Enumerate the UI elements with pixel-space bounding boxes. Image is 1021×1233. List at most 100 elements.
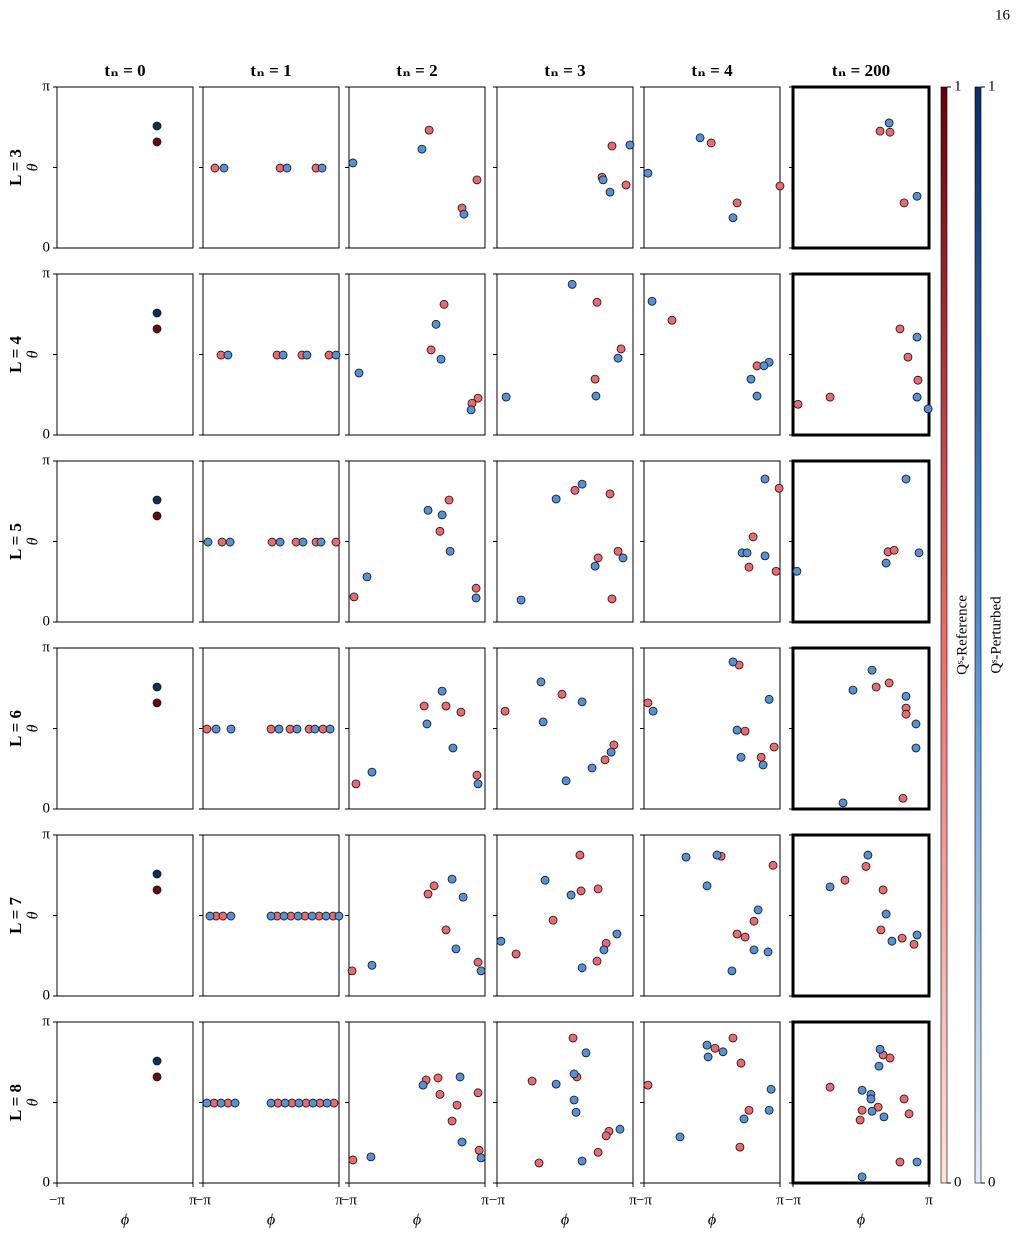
y-tick-label: 0 bbox=[43, 426, 51, 442]
y-tick-label: π bbox=[42, 639, 50, 655]
reference-point bbox=[775, 181, 785, 191]
reference-point bbox=[793, 399, 803, 409]
y-tick-label: π bbox=[42, 1013, 50, 1029]
perturbed-point bbox=[308, 1098, 318, 1108]
perturbed-point bbox=[569, 1069, 579, 1079]
perturbed-point bbox=[423, 505, 433, 515]
reference-point bbox=[732, 929, 742, 939]
reference-point bbox=[744, 562, 754, 572]
perturbed-point bbox=[764, 1105, 774, 1115]
x-tick-label: π bbox=[629, 1192, 637, 1208]
perturbed-point bbox=[577, 479, 587, 489]
perturbed-point bbox=[599, 945, 609, 955]
reference-point bbox=[218, 911, 228, 921]
reference-point bbox=[500, 706, 510, 716]
reference-point bbox=[527, 1076, 537, 1086]
x-tick-label: −π bbox=[636, 1192, 652, 1208]
reference-point bbox=[909, 939, 919, 949]
perturbed-point bbox=[348, 158, 358, 168]
colorbar bbox=[974, 86, 982, 1184]
perturbed-point bbox=[863, 850, 873, 860]
reference-point bbox=[897, 933, 907, 943]
perturbed-point bbox=[362, 572, 372, 582]
perturbed-point bbox=[912, 930, 922, 940]
reference-point bbox=[511, 949, 521, 959]
perturbed-point bbox=[643, 168, 653, 178]
colorbar bbox=[940, 86, 948, 1184]
perturbed-point bbox=[567, 279, 577, 289]
perturbed-point bbox=[618, 553, 628, 563]
panel-frame bbox=[348, 834, 486, 997]
reference-point bbox=[266, 724, 276, 734]
perturbed-point bbox=[703, 1052, 713, 1062]
reference-point bbox=[473, 957, 483, 967]
reference-point bbox=[904, 1109, 914, 1119]
perturbed-point bbox=[912, 332, 922, 342]
x-tick-label: −π bbox=[49, 1192, 65, 1208]
row-label: L = 8 bbox=[6, 1084, 25, 1121]
perturbed-point bbox=[561, 776, 571, 786]
perturbed-point bbox=[216, 1098, 226, 1108]
reference-point bbox=[857, 1105, 867, 1115]
perturbed-point bbox=[225, 537, 235, 547]
reference-point bbox=[873, 1102, 883, 1112]
reference-point bbox=[875, 126, 885, 136]
reference-point bbox=[607, 141, 617, 151]
perturbed-point bbox=[538, 717, 548, 727]
y-tick-label: 0 bbox=[43, 1174, 51, 1190]
reference-point bbox=[593, 1147, 603, 1157]
reference-point bbox=[435, 1089, 445, 1099]
perturbed-point bbox=[848, 685, 858, 695]
reference-point bbox=[616, 344, 626, 354]
panel-frame bbox=[791, 646, 931, 811]
perturbed-point bbox=[766, 1084, 776, 1094]
reference-point bbox=[825, 392, 835, 402]
perturbed-point bbox=[298, 537, 308, 547]
panel-frame bbox=[56, 273, 194, 436]
reference-point bbox=[749, 916, 759, 926]
panel-frame bbox=[56, 1021, 194, 1184]
row-label: L = 7 bbox=[6, 896, 25, 934]
reference-point bbox=[899, 1094, 909, 1104]
reference-point bbox=[152, 885, 162, 895]
perturbed-point bbox=[230, 1098, 240, 1108]
panel-frame bbox=[791, 85, 931, 250]
reference-point bbox=[593, 553, 603, 563]
perturbed-point bbox=[727, 966, 737, 976]
panel-frame bbox=[348, 460, 486, 623]
perturbed-point bbox=[205, 911, 215, 921]
reference-point bbox=[592, 297, 602, 307]
panel-frame bbox=[643, 86, 781, 249]
perturbed-point bbox=[695, 133, 705, 143]
perturbed-point bbox=[875, 1044, 885, 1054]
x-axis-label: ϕ bbox=[267, 1212, 275, 1229]
column-title: tₙ = 0 bbox=[104, 61, 145, 80]
perturbed-point bbox=[571, 1107, 581, 1117]
reference-point bbox=[667, 315, 677, 325]
reference-point bbox=[351, 779, 361, 789]
x-tick-label: π bbox=[481, 1192, 489, 1208]
perturbed-point bbox=[457, 1137, 467, 1147]
perturbed-point bbox=[282, 163, 292, 173]
y-tick-label: 0 bbox=[43, 987, 51, 1003]
perturbed-point bbox=[471, 593, 481, 603]
reference-point bbox=[217, 537, 227, 547]
perturbed-point bbox=[881, 909, 891, 919]
perturbed-point bbox=[857, 1085, 867, 1095]
x-axis-label: ϕ bbox=[708, 1212, 716, 1229]
perturbed-point bbox=[912, 1157, 922, 1167]
perturbed-point bbox=[758, 760, 768, 770]
perturbed-point bbox=[911, 743, 921, 753]
panel-frame bbox=[791, 1020, 931, 1185]
perturbed-point bbox=[501, 392, 511, 402]
perturbed-point bbox=[857, 1172, 867, 1182]
reference-point bbox=[576, 886, 586, 896]
reference-point bbox=[471, 583, 481, 593]
perturbed-point bbox=[912, 191, 922, 201]
x-axis-label: ϕ bbox=[413, 1212, 421, 1229]
reference-point bbox=[744, 1105, 754, 1115]
y-axis-label: θ bbox=[25, 724, 42, 732]
reference-point bbox=[568, 1033, 578, 1043]
x-tick-label: −π bbox=[785, 1192, 801, 1208]
